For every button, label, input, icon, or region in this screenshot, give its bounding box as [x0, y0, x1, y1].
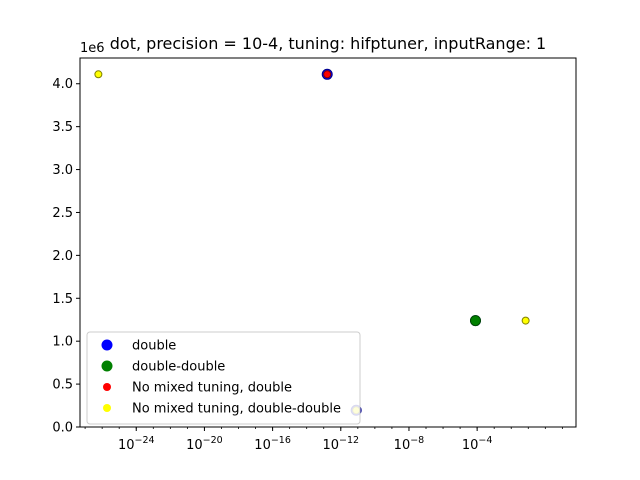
data-point-double-double — [469, 315, 481, 327]
legend-marker — [103, 383, 111, 391]
legend: double double-double No mixed tuning, doub… — [86, 331, 361, 425]
y-tick-label: 2.0 — [52, 249, 73, 264]
x-tick-label: 10−4 — [462, 435, 493, 453]
legend-label: double-double — [132, 360, 225, 375]
y-tick-label: 1.0 — [52, 335, 73, 350]
y-tick-label: 2.5 — [52, 206, 73, 221]
axes-frame — [79, 57, 577, 428]
y-tick-label: 4.0 — [52, 77, 73, 92]
legend-marker — [101, 360, 113, 372]
y-tick-label: 3.5 — [52, 120, 73, 135]
legend-marker — [101, 339, 113, 351]
data-point-no-mixed-tuning-double-double — [521, 316, 530, 325]
data-point-no-mixed-tuning-double — [323, 70, 332, 79]
y-tick-label: 0.5 — [52, 378, 73, 393]
y-tick-label: 3.0 — [52, 163, 73, 178]
x-tick-label: 10−24 — [118, 435, 155, 453]
y-tick-label: 1.5 — [52, 292, 73, 307]
legend-label: No mixed tuning, double — [132, 381, 292, 396]
x-tick-label: 10−12 — [322, 435, 359, 453]
chart-title: dot, precision = 10-4, tuning: hifptuner… — [110, 34, 546, 53]
legend-label: double — [132, 339, 176, 354]
plot-area: 0.0 0.5 1.0 1.5 2.0 2.5 3.0 3.5 4.0 10−24 10−20 10−… — [52, 57, 577, 453]
x-tick-label: 10−20 — [186, 435, 223, 453]
data-point-no-mixed-tuning-double-double — [94, 70, 103, 79]
legend-marker — [103, 404, 111, 412]
legend-label: No mixed tuning, double-double — [132, 402, 341, 417]
x-tick-label: 10−16 — [254, 435, 291, 453]
x-tick-label: 10−8 — [394, 435, 425, 453]
y-axis-offset-label: 1e6 — [80, 41, 105, 56]
y-tick-label: 0.0 — [52, 421, 73, 436]
legend-box — [86, 331, 361, 425]
